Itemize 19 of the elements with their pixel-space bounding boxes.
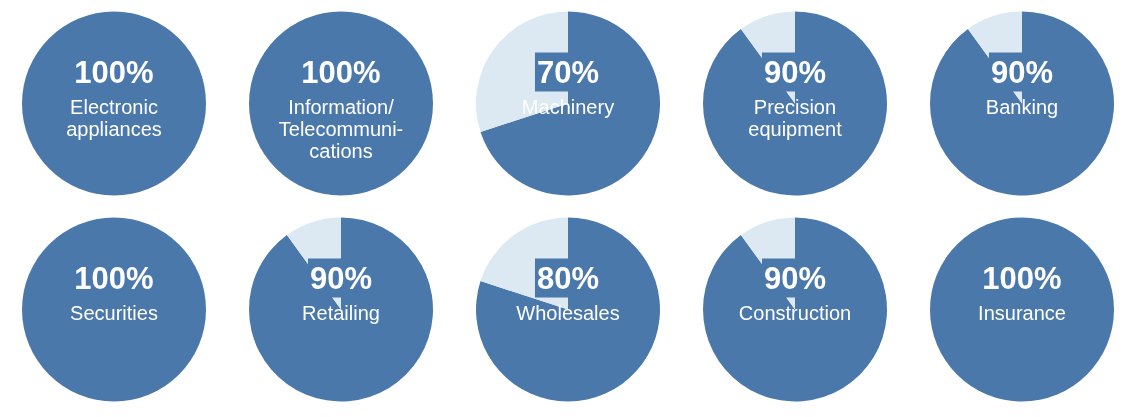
data-label: 100% [74,260,154,296]
data-label: 90% [763,54,827,90]
slice-label: Wholesales [516,301,620,324]
data-label: 90% [990,54,1054,90]
slice-label: Precision equipment [748,95,843,140]
data-label: 100% [982,260,1062,296]
slice-label: Information/ Telecommuni- cations [278,95,404,162]
slice-label: Electronic appliances [66,95,162,140]
legend-label: Retailing [302,301,380,324]
data-label: 90% [763,260,827,296]
data-label: 100% [301,54,381,90]
data-label: 80% [536,260,600,296]
slice-label: Securities [70,301,158,324]
slice-label: Banking [985,95,1059,118]
data-label: 70% [536,54,600,90]
slice-label: Insurance [978,301,1066,324]
slice-label: Construction [738,301,852,324]
data-label: 100% [74,54,154,90]
data-label: 90% [309,260,373,296]
